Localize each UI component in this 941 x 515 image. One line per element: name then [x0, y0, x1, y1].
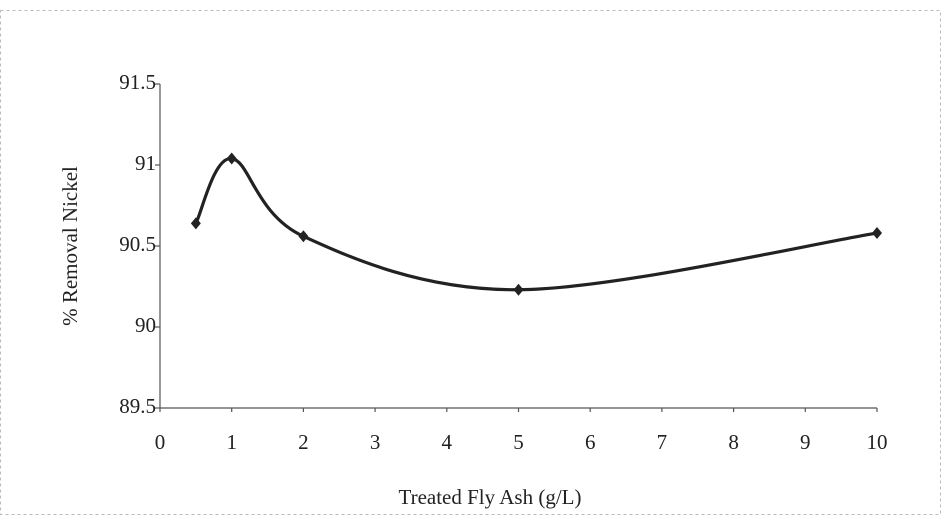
data-point: [298, 230, 308, 242]
y-tick-label: 91.5: [119, 70, 156, 94]
data-point: [872, 227, 882, 239]
x-tick-label: 0: [155, 430, 166, 454]
data-point: [227, 153, 237, 165]
x-axis-title: Treated Fly Ash (g/L): [399, 485, 582, 509]
y-tick-label: 90: [135, 313, 156, 337]
x-tick-label: 1: [226, 430, 237, 454]
x-tick-label: 2: [298, 430, 309, 454]
x-tick-label: 3: [370, 430, 381, 454]
data-point: [514, 284, 524, 296]
data-line: [196, 158, 877, 289]
x-tick-label: 5: [513, 430, 524, 454]
y-tick-label: 89.5: [119, 394, 156, 418]
x-tick-label: 4: [442, 430, 453, 454]
x-tick-label: 10: [867, 430, 888, 454]
x-tick-label: 8: [728, 430, 739, 454]
chart: Treated Fly Ash (g/L) % Removal Nickel 8…: [0, 0, 941, 515]
y-tick-label: 91: [135, 151, 156, 175]
y-axis-title: % Removal Nickel: [58, 166, 82, 326]
x-tick-label: 7: [657, 430, 668, 454]
x-tick-label: 6: [585, 430, 596, 454]
y-tick-label: 90.5: [119, 232, 156, 256]
x-tick-label: 9: [800, 430, 811, 454]
